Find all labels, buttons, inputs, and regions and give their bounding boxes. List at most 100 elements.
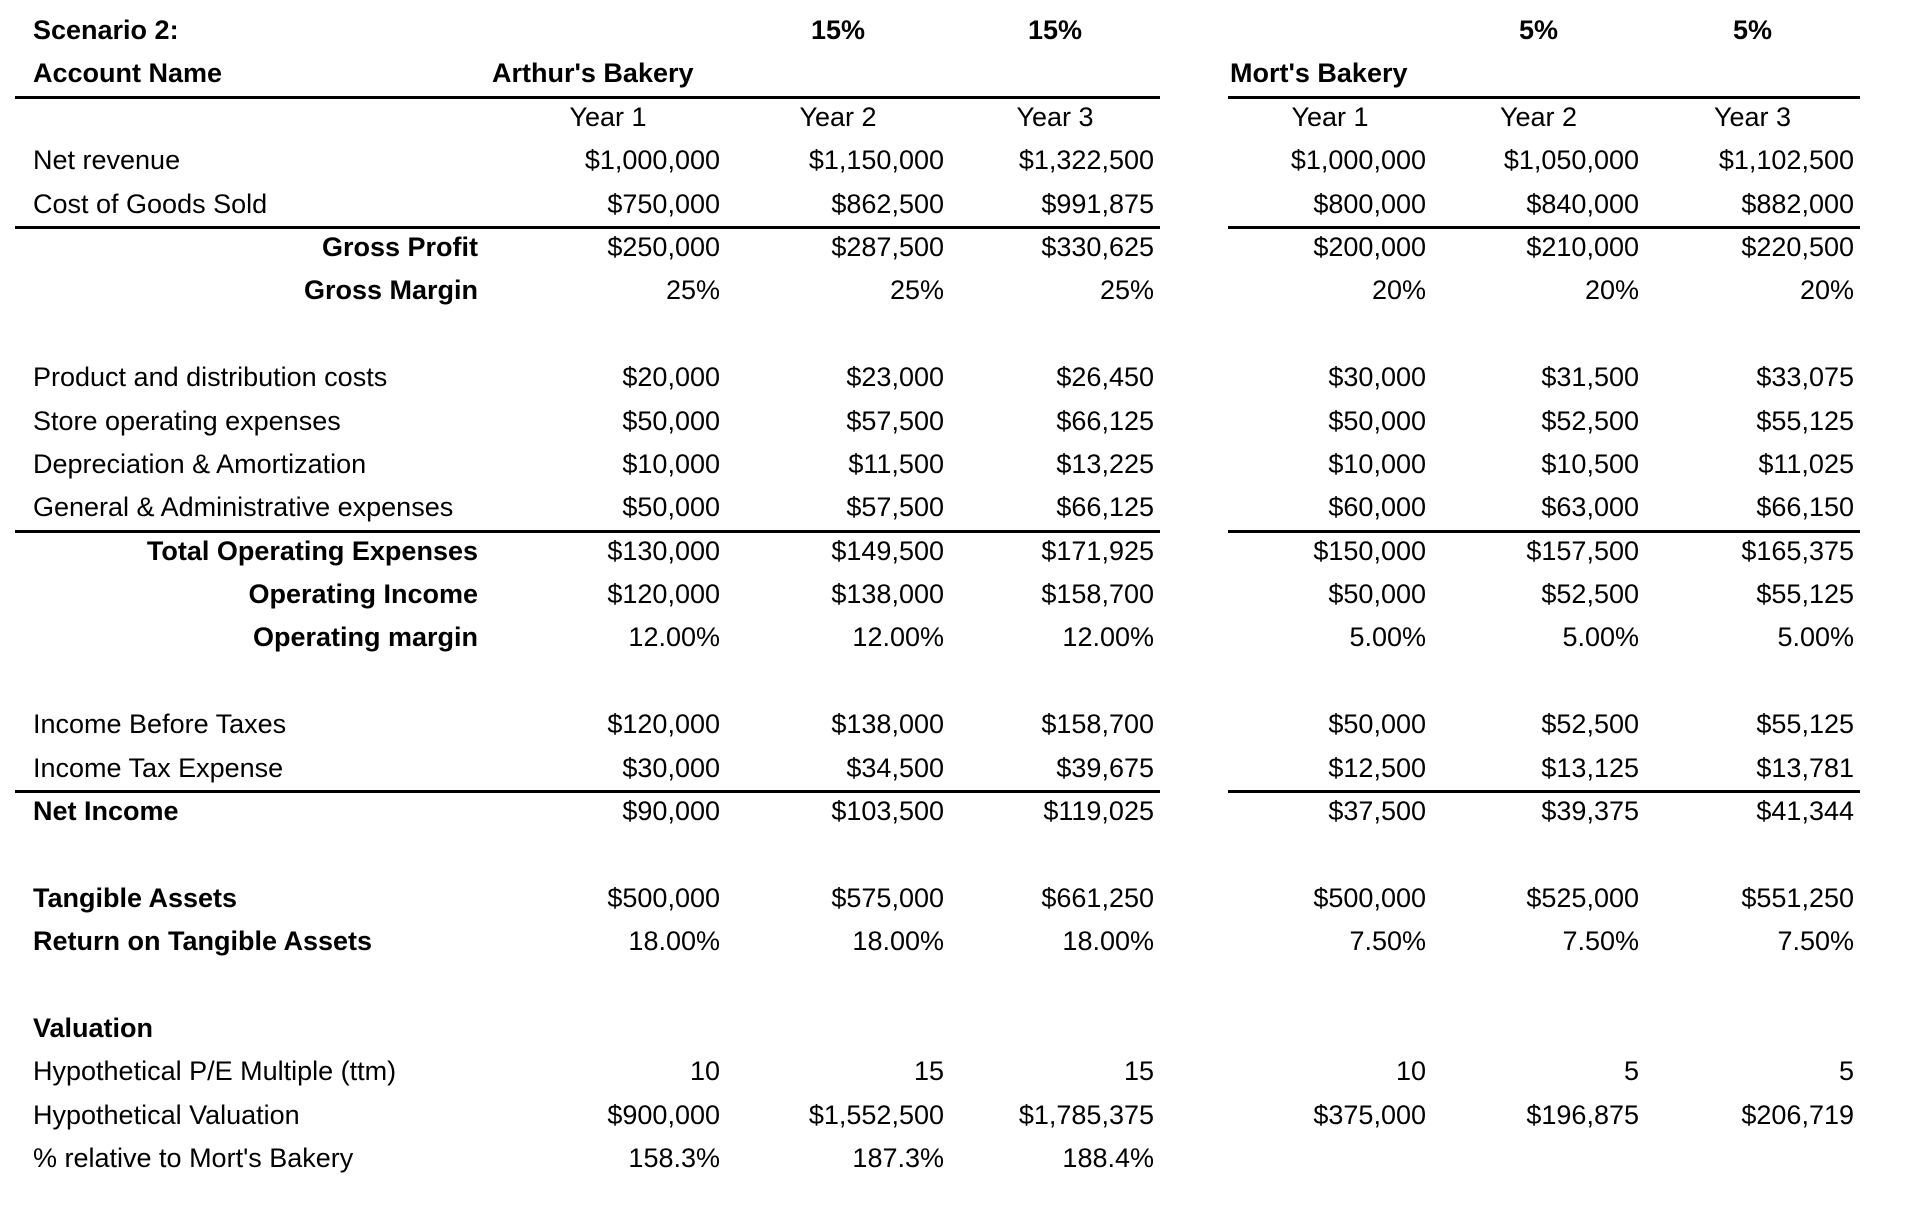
value-cell-arthur-year2: 18.00% [852, 926, 944, 957]
row-label [15, 313, 490, 356]
value-cell-mort-year2 [1432, 833, 1645, 876]
value-cell-arthur-year2 [726, 964, 950, 1007]
column-gap [1160, 183, 1228, 229]
row-label: Cost of Goods Sold [15, 183, 490, 229]
value-cell-arthur-year3: $66,125 [950, 486, 1160, 533]
value-cell-mort-year1 [1228, 964, 1432, 1007]
row-label: Operating margin [252, 622, 478, 653]
column-gap [1160, 790, 1228, 833]
value-cell-mort-year1 [1228, 1137, 1432, 1180]
table-row: Operating margin 12.00% 12.00% 12.00% 5.00% 5… [15, 616, 1912, 659]
row-label: Hypothetical P/E Multiple (ttm) [33, 1056, 397, 1087]
value-cell-arthur-year2: $34,500 [726, 747, 950, 794]
table-row [15, 313, 1912, 356]
value-cell-arthur-year3: $39,675 [950, 747, 1160, 794]
value-cell-arthur-year1: $90,000 [622, 796, 720, 827]
year-header-arthur-2: Year 2 [799, 101, 877, 132]
row-label: Depreciation & Amortization [33, 448, 367, 479]
value-cell-mort-year1: $150,000 [1313, 535, 1426, 566]
row-label: Store operating expenses [33, 405, 341, 436]
value-cell-mort-year2 [1432, 1007, 1645, 1050]
value-cell-arthur-year3: $1,785,375 [1018, 1099, 1154, 1130]
value-cell-arthur-year1 [490, 660, 726, 703]
value-cell-arthur-year2: $138,000 [831, 579, 944, 610]
value-cell-arthur-year1: $50,000 [622, 405, 720, 436]
column-gap [1160, 52, 1228, 98]
year-header-row: Year 1 Year 2 Year 3 Year 1 Year 2 Year … [15, 96, 1912, 139]
value-cell-mort-year1: 20% [1371, 275, 1426, 306]
value-cell-arthur-year1: 12.00% [628, 622, 720, 653]
value-cell-mort-year2: $525,000 [1526, 882, 1639, 913]
value-cell-arthur-year3: 12.00% [1062, 622, 1154, 653]
value-cell-mort-year1: $60,000 [1228, 486, 1432, 533]
value-cell-mort-year3: $66,150 [1645, 486, 1860, 533]
value-cell-mort-year3: $551,250 [1741, 882, 1854, 913]
spacer-cell [950, 52, 1160, 99]
column-gap [1160, 1050, 1228, 1093]
value-cell-arthur-year1: 10 [689, 1056, 720, 1087]
table-row: Operating Income $120,000 $138,000 $158,700… [15, 573, 1912, 616]
value-cell-mort-year2: $157,500 [1526, 535, 1639, 566]
value-cell-mort-year2: $52,500 [1541, 579, 1639, 610]
value-cell-mort-year1: $50,000 [1328, 579, 1426, 610]
spacer-cell [15, 96, 490, 139]
value-cell-mort-year3: $882,000 [1645, 183, 1860, 229]
table-row: Valuation [15, 1007, 1912, 1050]
value-cell-mort-year2: $196,875 [1526, 1099, 1639, 1130]
table-row [15, 964, 1912, 1007]
value-cell-arthur-year2: 15 [913, 1056, 944, 1087]
column-gap [1160, 1007, 1228, 1050]
value-cell-mort-year3: $13,781 [1645, 747, 1860, 794]
value-cell-mort-year3: $33,075 [1756, 362, 1854, 393]
row-label: General & Administrative expenses [15, 486, 490, 533]
table-row: Total Operating Expenses $130,000 $149,500… [15, 530, 1912, 573]
value-cell-mort-year2: 5 [1623, 1056, 1639, 1087]
value-cell-mort-year1: $30,000 [1328, 362, 1426, 393]
table-row: Depreciation & Amortization $10,000 $11,50… [15, 443, 1912, 486]
value-cell-mort-year3: 7.50% [1777, 926, 1854, 957]
value-cell-arthur-year3 [950, 833, 1160, 876]
spacer-cell [1228, 9, 1432, 52]
column-gap [1160, 964, 1228, 1007]
year-header-mort-2: Year 2 [1499, 101, 1578, 132]
value-cell-mort-year3: $1,102,500 [1718, 145, 1854, 176]
value-cell-arthur-year3: 18.00% [1062, 926, 1154, 957]
column-gap [1160, 486, 1228, 532]
value-cell-arthur-year3 [950, 1007, 1160, 1050]
column-gap [1160, 1137, 1228, 1180]
row-label: Valuation [33, 1012, 154, 1043]
value-cell-arthur-year3: $991,875 [950, 183, 1160, 229]
value-cell-arthur-year3: $13,225 [1056, 448, 1154, 479]
column-gap [1160, 269, 1228, 312]
value-cell-mort-year2 [1432, 313, 1645, 356]
value-cell-arthur-year3: $158,700 [1041, 709, 1154, 740]
value-cell-mort-year2: $39,375 [1541, 796, 1639, 827]
growth-rate-row: Scenario 2: 15% 15% 5% 5% [15, 9, 1912, 52]
value-cell-arthur-year3: 25% [1099, 275, 1154, 306]
row-label: Return on Tangible Assets [33, 926, 373, 957]
value-cell-arthur-year2: 12.00% [852, 622, 944, 653]
value-cell-arthur-year1 [490, 1007, 726, 1050]
value-cell-mort-year3: $206,719 [1741, 1099, 1854, 1130]
value-cell-arthur-year2: 25% [889, 275, 944, 306]
column-gap [1160, 703, 1228, 746]
column-gap [1160, 313, 1228, 356]
value-cell-mort-year2: $52,500 [1541, 709, 1639, 740]
row-label [15, 833, 490, 876]
value-cell-mort-year2: $63,000 [1432, 486, 1645, 533]
row-label: Income Tax Expense [15, 747, 490, 794]
value-cell-arthur-year2: $23,000 [846, 362, 944, 393]
growth-rate-arthur-year2: 15% [810, 15, 866, 45]
table-row [15, 833, 1912, 876]
value-cell-mort-year3 [1645, 313, 1860, 356]
value-cell-arthur-year3: $661,250 [1041, 882, 1154, 913]
column-gap [1160, 356, 1228, 399]
value-cell-mort-year2: $31,500 [1541, 362, 1639, 393]
row-label: Tangible Assets [33, 882, 238, 913]
value-cell-mort-year1: $12,500 [1228, 747, 1432, 794]
value-cell-mort-year1: $50,000 [1328, 709, 1426, 740]
value-cell-mort-year3: 5 [1838, 1056, 1854, 1087]
value-cell-arthur-year1 [490, 313, 726, 356]
value-cell-arthur-year2: $575,000 [831, 882, 944, 913]
value-cell-arthur-year3 [950, 313, 1160, 356]
